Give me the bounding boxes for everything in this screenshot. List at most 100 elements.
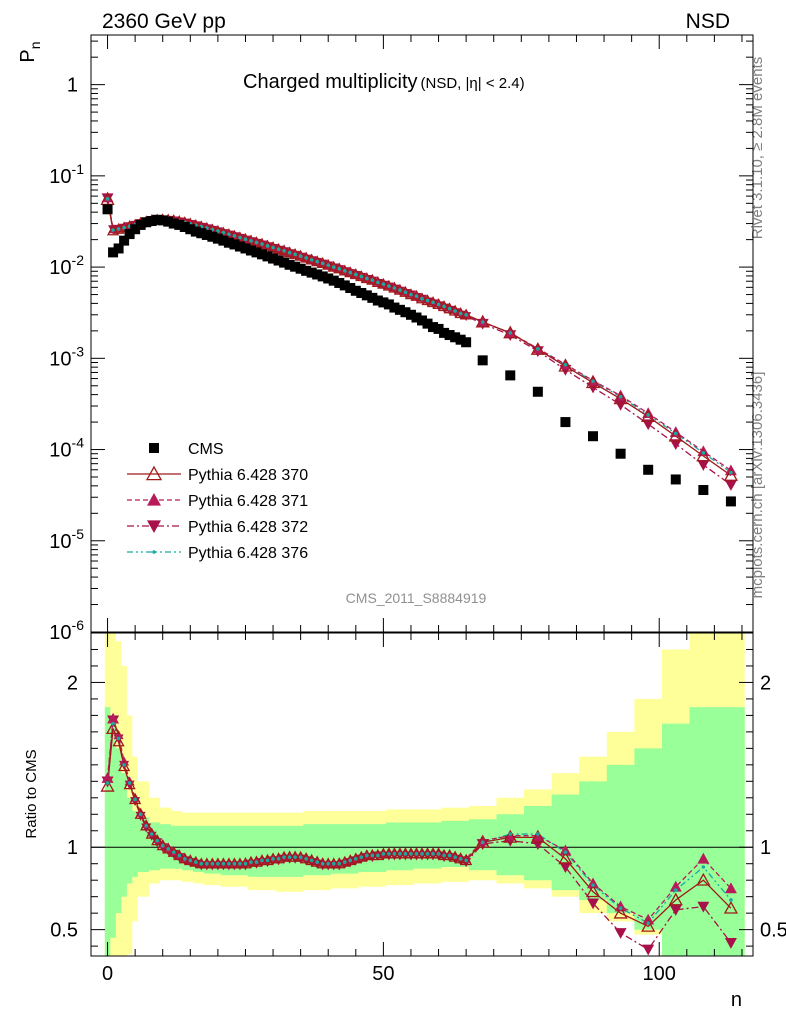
marker-p376 bbox=[458, 311, 463, 316]
cms-point bbox=[245, 245, 256, 256]
marker-p370 bbox=[123, 778, 136, 790]
marker-p376 bbox=[326, 263, 331, 267]
cms-point bbox=[185, 224, 196, 235]
marker-p376 bbox=[425, 298, 430, 303]
marker-p370 bbox=[448, 304, 462, 316]
marker-p376 bbox=[442, 304, 446, 309]
cms-point bbox=[229, 239, 240, 250]
cms-point bbox=[643, 464, 654, 475]
marker-p370 bbox=[156, 839, 169, 851]
cms-point bbox=[196, 228, 207, 239]
cms-point bbox=[130, 224, 141, 235]
marker-p371 bbox=[724, 882, 737, 894]
cms-point bbox=[405, 309, 416, 320]
marker-p376 bbox=[271, 856, 275, 861]
marker-p376 bbox=[133, 797, 137, 802]
ytick-base: 10 bbox=[49, 531, 71, 553]
ytick-label: 1 bbox=[67, 75, 78, 97]
marker-p370 bbox=[404, 288, 418, 300]
marker-p376 bbox=[376, 853, 380, 858]
marker-p376 bbox=[105, 197, 110, 201]
cms-point bbox=[450, 332, 461, 343]
marker-p376 bbox=[729, 898, 733, 902]
marker-p370 bbox=[475, 314, 490, 328]
marker-p370 bbox=[558, 358, 573, 372]
ytick-base: 10 bbox=[49, 348, 71, 370]
marker-p371 bbox=[587, 877, 600, 889]
marker-p376 bbox=[447, 853, 452, 858]
marker-p376 bbox=[194, 860, 198, 864]
marker-p376 bbox=[453, 855, 457, 859]
marker-p370 bbox=[105, 721, 121, 735]
marker-p370 bbox=[530, 830, 545, 843]
legend-label: Pythia 6.428 372 bbox=[188, 519, 308, 536]
marker-p376 bbox=[276, 856, 281, 861]
marker-p376 bbox=[387, 852, 391, 856]
marker-p370 bbox=[250, 236, 263, 248]
marker-p376 bbox=[138, 812, 143, 817]
marker-p372 bbox=[724, 938, 737, 949]
cms-point bbox=[350, 285, 361, 296]
marker-p376 bbox=[243, 861, 248, 866]
marker-p376 bbox=[271, 245, 275, 250]
cms-point bbox=[124, 229, 135, 240]
ratio-ylabel: Ratio to CMS bbox=[23, 749, 40, 838]
marker-p376 bbox=[320, 261, 325, 266]
cms-point bbox=[306, 267, 317, 278]
xtick-label: 50 bbox=[372, 963, 394, 985]
ytick-base: 10 bbox=[49, 257, 71, 279]
ytick-label: 10-1 bbox=[49, 161, 84, 188]
marker-p372 bbox=[642, 944, 655, 956]
marker-p376 bbox=[409, 852, 413, 856]
cms-point bbox=[290, 261, 301, 272]
marker-p370 bbox=[641, 409, 656, 422]
marker-p376 bbox=[160, 843, 165, 848]
cms-point bbox=[312, 269, 323, 280]
cms-point bbox=[477, 355, 488, 366]
marker-p376 bbox=[238, 861, 242, 866]
marker-p376 bbox=[480, 320, 485, 324]
marker-p376 bbox=[152, 550, 156, 554]
marker-p376 bbox=[342, 860, 347, 864]
ratio-ytick-label-left: 1 bbox=[67, 837, 78, 859]
marker-p370 bbox=[344, 266, 357, 278]
marker-p370 bbox=[366, 273, 379, 285]
cms-point bbox=[108, 247, 119, 258]
marker-p376 bbox=[260, 242, 264, 246]
marker-p376 bbox=[243, 237, 248, 242]
marker-p370 bbox=[145, 465, 163, 481]
cms-point bbox=[268, 253, 279, 264]
marker-p370 bbox=[585, 884, 601, 898]
marker-p372 bbox=[614, 928, 627, 939]
marker-p376 bbox=[260, 858, 264, 863]
marker-p370 bbox=[377, 277, 390, 289]
chart-title: Charged multiplicity (NSD, |η| < 2.4) bbox=[243, 71, 525, 93]
marker-p376 bbox=[365, 853, 369, 858]
cms-point bbox=[279, 257, 290, 268]
marker-p376 bbox=[398, 288, 402, 292]
cms-point bbox=[212, 233, 223, 244]
header-right: NSD bbox=[686, 10, 730, 33]
marker-p370 bbox=[349, 268, 362, 280]
marker-p376 bbox=[298, 254, 303, 258]
marker-p376 bbox=[105, 781, 110, 785]
cms-point bbox=[345, 282, 356, 293]
ratio-ytick-label-left: 0.5 bbox=[50, 920, 78, 942]
marker-p376 bbox=[216, 861, 220, 866]
marker-p376 bbox=[276, 247, 281, 252]
marker-p372 bbox=[669, 905, 682, 916]
cms-point bbox=[670, 474, 681, 485]
marker-p376 bbox=[673, 888, 678, 892]
cms-point bbox=[698, 485, 709, 496]
marker-p376 bbox=[199, 861, 204, 866]
marker-p370 bbox=[294, 850, 307, 862]
chart-title-suffix: (NSD, |η| < 2.4) bbox=[421, 75, 525, 92]
ytick-label: 10-4 bbox=[49, 435, 84, 462]
legend: CMS Pythia 6.428 370 Pythia 6.428 371 Pythi… bbox=[127, 441, 308, 562]
cms-point bbox=[207, 231, 218, 242]
marker-p376 bbox=[221, 861, 226, 866]
ratio-ytick-label-right: 2 bbox=[760, 672, 771, 694]
ytick-exp: -1 bbox=[72, 161, 85, 177]
marker-p370 bbox=[355, 270, 368, 282]
